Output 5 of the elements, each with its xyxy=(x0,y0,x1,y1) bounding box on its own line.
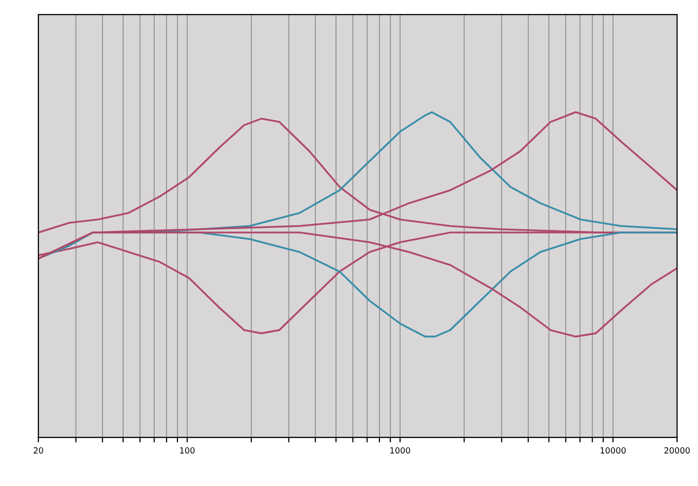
x-tick-label: 20 xyxy=(34,447,44,454)
x-tick-label: 10000 xyxy=(600,447,626,454)
x-tick-label: 20000 xyxy=(664,447,690,454)
x-tick-label: 1000 xyxy=(390,447,410,454)
x-tick-label: 100 xyxy=(180,447,195,454)
